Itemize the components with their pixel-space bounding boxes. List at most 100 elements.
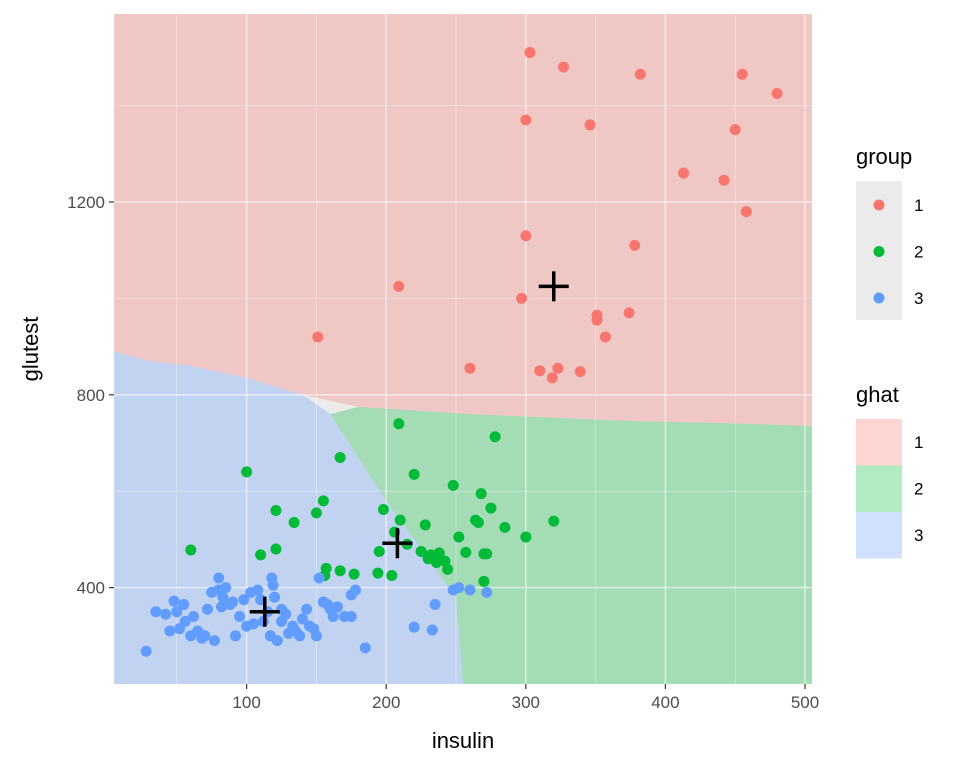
data-points xyxy=(140,47,783,657)
data-point-group-3 xyxy=(464,584,476,596)
legend-group-label: 3 xyxy=(914,289,923,308)
data-point-group-2 xyxy=(489,431,501,443)
x-tick-label: 400 xyxy=(651,693,679,712)
data-point-group-1 xyxy=(524,47,536,59)
data-point-group-3 xyxy=(202,603,214,615)
legend-group-label: 2 xyxy=(914,243,923,262)
legend-group-label: 1 xyxy=(914,196,923,215)
data-point-group-3 xyxy=(296,613,308,625)
plot-background xyxy=(114,14,812,684)
data-point-group-3 xyxy=(267,579,279,591)
data-point-group-1 xyxy=(729,124,741,136)
data-point-group-2 xyxy=(460,546,472,558)
data-point-group-1 xyxy=(534,365,546,377)
data-point-group-3 xyxy=(209,635,221,647)
data-point-group-3 xyxy=(220,582,232,594)
data-point-group-3 xyxy=(481,586,493,598)
data-point-group-1 xyxy=(599,331,611,343)
data-point-group-3 xyxy=(213,572,225,584)
data-point-group-3 xyxy=(179,615,191,627)
data-point-group-3 xyxy=(188,611,200,623)
panel-background xyxy=(114,14,812,684)
data-point-group-3 xyxy=(453,582,465,594)
data-point-group-2 xyxy=(377,504,389,516)
x-tick-label: 300 xyxy=(512,693,540,712)
data-point-group-2 xyxy=(478,575,490,587)
legend-ghat-title: ghat xyxy=(856,382,899,407)
data-point-group-2 xyxy=(393,418,405,430)
data-point-group-3 xyxy=(140,645,152,657)
region-2 xyxy=(330,406,812,684)
legend-group-key-2 xyxy=(873,246,885,257)
data-point-group-1 xyxy=(464,362,476,374)
data-point-group-3 xyxy=(168,595,180,607)
data-point-group-3 xyxy=(345,611,357,623)
region-1 xyxy=(114,14,812,427)
data-point-group-3 xyxy=(426,624,438,636)
data-point-group-2 xyxy=(373,545,385,557)
data-point-group-3 xyxy=(227,596,239,608)
data-point-group-3 xyxy=(310,630,322,642)
data-point-group-2 xyxy=(520,531,532,543)
data-point-group-1 xyxy=(520,230,532,242)
data-point-group-3 xyxy=(331,601,343,613)
data-point-group-1 xyxy=(546,372,558,384)
data-point-group-3 xyxy=(301,603,313,615)
data-point-group-2 xyxy=(548,515,560,527)
y-tick-label: 400 xyxy=(77,579,105,598)
legend-ghat-label: 1 xyxy=(914,433,923,452)
data-point-group-3 xyxy=(271,635,283,647)
data-point-group-2 xyxy=(334,451,346,463)
data-point-group-1 xyxy=(634,68,646,80)
data-point-group-3 xyxy=(429,598,441,610)
data-point-group-3 xyxy=(294,630,306,642)
data-point-group-3 xyxy=(199,630,211,642)
data-point-group-1 xyxy=(718,174,730,186)
data-point-group-2 xyxy=(372,567,384,579)
legend-group-key-3 xyxy=(873,292,885,304)
data-point-group-2 xyxy=(270,543,282,555)
data-point-group-1 xyxy=(516,292,528,304)
data-point-group-2 xyxy=(317,495,329,507)
data-point-group-1 xyxy=(312,331,324,343)
data-point-group-3 xyxy=(171,606,183,618)
data-point-group-2 xyxy=(453,531,465,543)
data-point-group-2 xyxy=(241,466,253,478)
decision-regions xyxy=(114,14,812,684)
data-point-group-2 xyxy=(433,547,445,559)
data-point-group-3 xyxy=(252,584,264,596)
data-point-group-1 xyxy=(574,366,586,378)
data-point-group-2 xyxy=(408,468,420,480)
y-tick-label: 800 xyxy=(77,386,105,405)
x-axis-title: insulin xyxy=(432,728,494,753)
data-point-group-2 xyxy=(310,507,322,519)
data-point-group-3 xyxy=(248,618,260,630)
centroid-markers xyxy=(249,271,569,627)
region-3 xyxy=(114,351,463,684)
x-tick-label: 500 xyxy=(791,693,819,712)
legend-ghat-key-1 xyxy=(856,419,902,466)
legend-group: group 1 2 3 xyxy=(856,144,923,320)
data-point-group-2 xyxy=(447,479,459,491)
legend-ghat-label: 3 xyxy=(914,526,923,545)
data-point-group-2 xyxy=(499,521,511,533)
data-point-group-3 xyxy=(359,642,371,654)
data-point-group-1 xyxy=(584,119,596,131)
legend-ghat-key-2 xyxy=(856,465,902,512)
data-point-group-1 xyxy=(520,114,532,126)
data-point-group-2 xyxy=(422,553,434,565)
data-point-group-2 xyxy=(255,549,267,561)
data-point-group-1 xyxy=(393,280,405,292)
data-point-group-2 xyxy=(475,488,487,500)
legend-group-key-1 xyxy=(873,199,885,211)
legend-group-title: group xyxy=(856,144,912,169)
data-point-group-1 xyxy=(552,362,564,374)
data-point-group-2 xyxy=(470,514,482,526)
data-point-group-2 xyxy=(394,514,406,526)
data-point-group-2 xyxy=(288,517,300,529)
legend-ghat: ghat 1 2 3 xyxy=(856,382,923,559)
data-point-group-3 xyxy=(215,601,227,613)
axes: 100 200 300 400 500 400 800 1200 xyxy=(67,193,819,712)
grid-lines xyxy=(114,14,812,684)
data-point-group-2 xyxy=(386,570,398,582)
